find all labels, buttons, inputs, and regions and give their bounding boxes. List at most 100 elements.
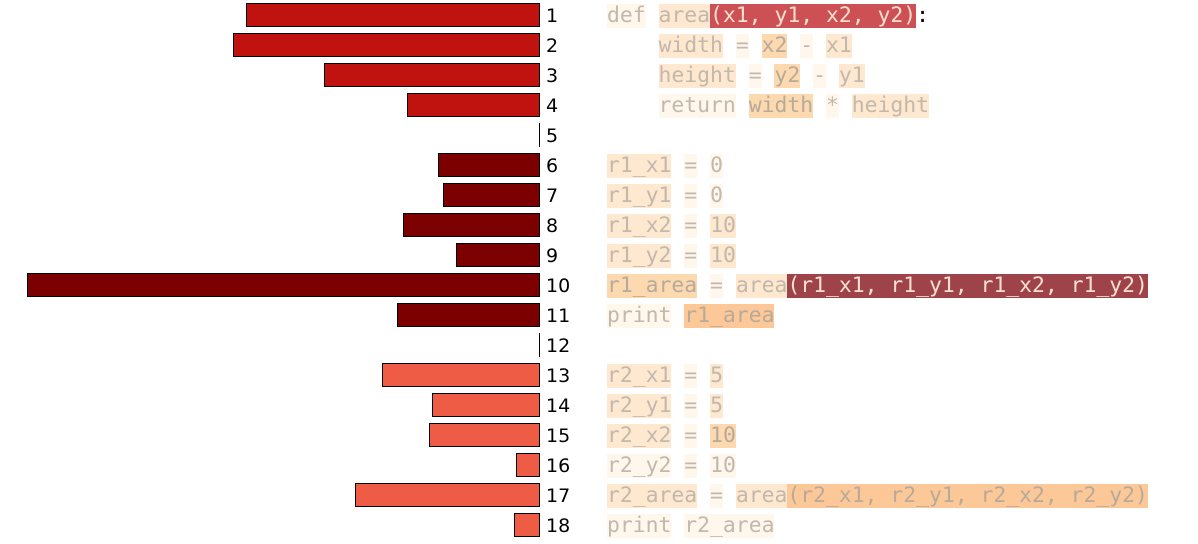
code-token: x2 xyxy=(761,33,788,58)
code-line: width = x2 - x1 xyxy=(607,31,852,61)
code-token xyxy=(826,63,839,88)
code-token xyxy=(787,33,800,58)
code-token: * xyxy=(825,93,839,118)
attribution-bar xyxy=(443,183,540,207)
attribution-bar xyxy=(355,483,540,507)
code-token xyxy=(671,453,684,478)
code-token: r2_x2 xyxy=(607,423,672,448)
line-number: 5 xyxy=(546,125,559,147)
attribution-bar xyxy=(438,153,540,177)
code-token xyxy=(697,393,710,418)
code-line: r1_x1 = 0 xyxy=(607,151,723,181)
code-token xyxy=(697,213,710,238)
code-token: 10 xyxy=(710,213,736,238)
code-token xyxy=(607,63,659,88)
code-token: r2_y2 xyxy=(607,453,672,478)
attribution-bar xyxy=(432,393,540,417)
code-token: 10 xyxy=(710,423,736,448)
code-token xyxy=(697,483,710,508)
line-number: 7 xyxy=(546,185,559,207)
code-token xyxy=(607,33,659,58)
attribution-bar xyxy=(397,303,540,327)
attribution-bar xyxy=(429,423,540,447)
attribution-bar xyxy=(516,453,540,477)
code-token xyxy=(762,63,775,88)
code-token: = xyxy=(684,153,698,178)
code-line: return width * height xyxy=(607,91,930,121)
line-number: 6 xyxy=(546,155,559,177)
code-token: 0 xyxy=(710,153,723,178)
code-token: x1 xyxy=(826,33,852,58)
code-token: area xyxy=(735,483,788,508)
code-token: r1_x1 xyxy=(607,153,672,178)
code-token: = xyxy=(684,393,698,418)
code-token xyxy=(723,33,736,58)
code-token xyxy=(671,513,684,538)
attribution-bar xyxy=(324,63,540,87)
code-token xyxy=(723,483,736,508)
code-token: (r1_x1, r1_y1, r1_x2, r1_y2) xyxy=(787,273,1148,298)
code-token: area xyxy=(735,273,788,298)
code-token: r2_y1 xyxy=(607,393,672,418)
code-token xyxy=(697,363,710,388)
code-token: = xyxy=(684,183,698,208)
code-token: = xyxy=(684,213,698,238)
code-token: = xyxy=(684,423,698,448)
code-token: 5 xyxy=(710,363,723,388)
code-token xyxy=(800,63,813,88)
attribution-bar xyxy=(246,3,540,27)
line-number: 10 xyxy=(546,275,571,297)
line-number: 8 xyxy=(546,215,559,237)
attribution-bar xyxy=(539,123,540,147)
code-line: def area(x1, y1, x2, y2): xyxy=(607,1,929,31)
code-token xyxy=(671,423,684,448)
code-token: = xyxy=(684,453,698,478)
code-token xyxy=(697,273,710,298)
line-number: 9 xyxy=(546,245,559,267)
code-line: r1_y1 = 0 xyxy=(607,181,723,211)
code-token xyxy=(671,183,684,208)
code-line: print r1_area xyxy=(607,301,775,331)
code-token: return xyxy=(658,93,736,118)
attribution-bar xyxy=(456,243,540,267)
code-token: area xyxy=(658,3,711,28)
code-line: r1_area = area(r1_x1, r1_y1, r1_x2, r1_y… xyxy=(607,271,1148,301)
code-token: r2_area xyxy=(684,513,775,538)
code-token: def xyxy=(607,3,646,28)
code-token xyxy=(671,363,684,388)
code-token: r2_x1 xyxy=(607,363,672,388)
code-token: print xyxy=(607,303,672,328)
code-token xyxy=(697,453,710,478)
line-number: 15 xyxy=(546,425,571,447)
line-number: 3 xyxy=(546,65,559,87)
code-token xyxy=(813,33,826,58)
code-token xyxy=(646,3,659,28)
code-token: print xyxy=(607,513,672,538)
attribution-bar xyxy=(233,33,540,57)
code-token xyxy=(671,153,684,178)
code-token: r1_x2 xyxy=(607,213,672,238)
code-token: 0 xyxy=(710,183,723,208)
code-token: 5 xyxy=(710,393,723,418)
attribution-bar xyxy=(407,93,540,117)
code-token: r1_y2 xyxy=(607,243,672,268)
code-token: = xyxy=(748,63,762,88)
line-number: 17 xyxy=(546,485,571,507)
attribution-bar xyxy=(382,363,540,387)
line-number: 12 xyxy=(546,335,571,357)
code-token: y1 xyxy=(838,63,865,88)
code-token xyxy=(697,183,710,208)
code-token xyxy=(697,243,710,268)
code-line: print r2_area xyxy=(607,511,775,541)
code-token: height xyxy=(658,63,736,88)
code-token: (r2_x1, r2_y1, r2_x2, r2_y2) xyxy=(787,483,1148,508)
line-number: 4 xyxy=(546,95,559,117)
code-token: r2_area xyxy=(607,483,698,508)
line-number: 1 xyxy=(546,5,559,27)
code-token: = xyxy=(684,243,698,268)
code-token xyxy=(697,153,710,178)
code-line: r2_y1 = 5 xyxy=(607,391,723,421)
code-token xyxy=(749,33,762,58)
code-token: = xyxy=(710,273,723,298)
code-token xyxy=(723,273,736,298)
